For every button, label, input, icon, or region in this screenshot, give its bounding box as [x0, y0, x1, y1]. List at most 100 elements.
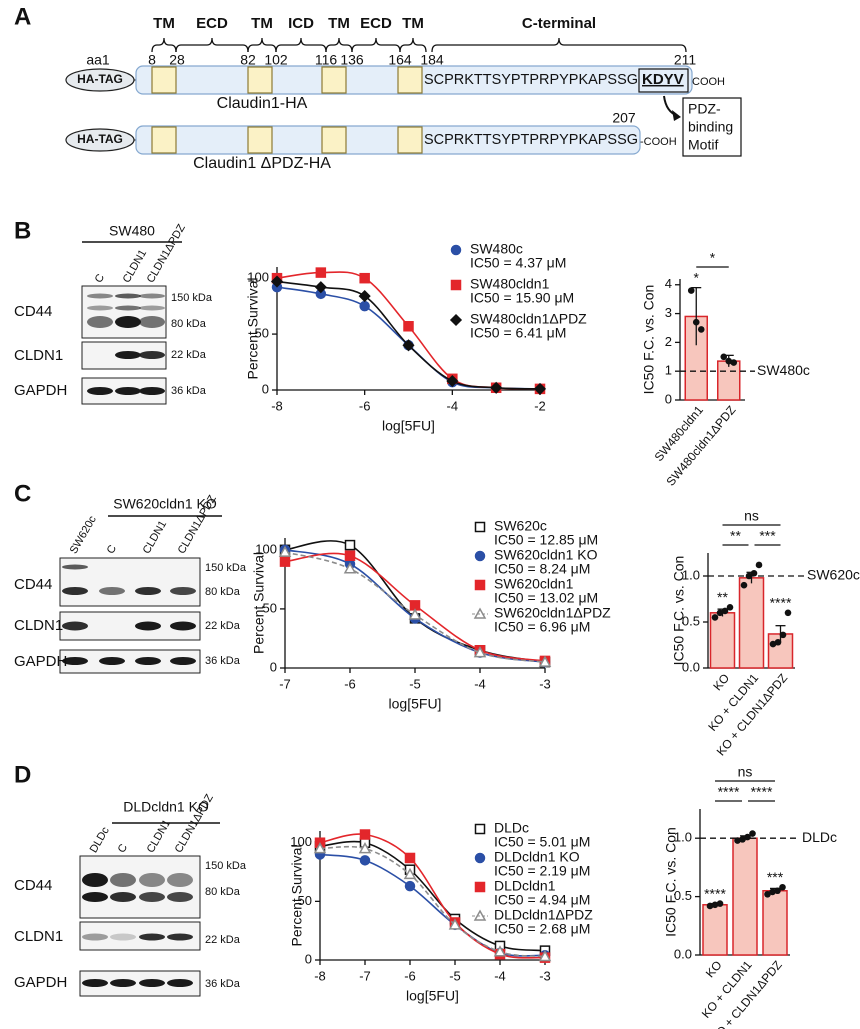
x-tick-label: -4: [494, 968, 506, 983]
data-point: [730, 359, 738, 366]
tag-label: HA-TAG: [77, 72, 123, 86]
kda-marker: 36 kDa: [171, 385, 207, 397]
residue-number: aa1: [86, 52, 110, 68]
bracket-label: ***: [759, 528, 776, 544]
tm-box: [247, 126, 273, 154]
legend-ic50: IC50 = 4.37 μM: [470, 255, 566, 271]
x-tick-label: KO: [710, 671, 732, 693]
legend-label: DLDc: [494, 820, 529, 836]
y-tick-label: 100: [247, 270, 269, 285]
y-tick-label: 0: [262, 381, 269, 396]
data-point: [711, 901, 719, 909]
data-point: [769, 640, 777, 648]
protein-label: GAPDH: [14, 382, 67, 399]
legend-label: SW620cldn1ΔPDZ: [494, 605, 611, 621]
brace: [175, 37, 249, 53]
tm-box: [321, 66, 347, 94]
motif-box: [638, 68, 689, 93]
legend-ic50: IC50 = 13.02 μM: [494, 590, 598, 606]
data-point: [734, 837, 741, 844]
marker: [493, 945, 507, 957]
brace: [351, 37, 401, 53]
band: [139, 305, 165, 311]
marker: [404, 852, 416, 864]
marker: [403, 867, 417, 880]
y-tick-label: 2: [665, 334, 672, 349]
blot-frame: [79, 855, 201, 919]
residue-number: 184: [420, 52, 444, 68]
lane-label: SW620c: [68, 514, 99, 556]
significance: **: [717, 589, 728, 605]
y-tick-label: 3: [665, 305, 672, 320]
y-tick-label: 0: [270, 659, 277, 674]
kda-marker: 80 kDa: [205, 886, 241, 898]
marker: [448, 918, 462, 930]
panel-label: A: [14, 3, 31, 30]
x-tick-label: -2: [534, 398, 546, 413]
legend-marker: [474, 823, 486, 835]
marker: [408, 608, 422, 620]
region-label: TM: [153, 15, 175, 32]
band: [110, 873, 136, 887]
band: [139, 979, 165, 987]
band: [139, 316, 165, 328]
band: [62, 621, 88, 631]
bar: [702, 904, 728, 956]
marker: [358, 842, 372, 854]
pdz-box: [682, 97, 742, 157]
bracket-label: **: [730, 528, 741, 544]
region-label: C-terminal: [522, 15, 596, 32]
marker: [358, 290, 371, 303]
reference-label: SW620c: [807, 567, 860, 583]
bar: [762, 890, 788, 956]
y-tick-label: 50: [298, 893, 312, 908]
c-terminus: -COOH: [640, 136, 677, 148]
data-point: [764, 890, 771, 898]
legend-marker: [450, 279, 462, 291]
tm-box: [247, 66, 273, 94]
tm-box: [151, 126, 177, 154]
bracket-label: *: [710, 250, 716, 266]
bracket-label: ****: [718, 784, 740, 800]
bracket-label: ns: [738, 764, 753, 780]
residue-number: 28: [169, 52, 185, 68]
region-label: TM: [328, 15, 350, 32]
data-point: [779, 883, 786, 891]
kda-marker: 36 kDa: [205, 655, 241, 667]
y-tick-label: 1.0: [682, 567, 700, 582]
band: [167, 979, 193, 987]
protein-label: CD44: [14, 303, 52, 320]
protein-label: GAPDH: [14, 653, 67, 670]
x-tick-label: -5: [449, 968, 461, 983]
kda-marker: 80 kDa: [171, 318, 207, 330]
band: [110, 892, 136, 902]
legend-ic50: IC50 = 5.01 μM: [494, 834, 590, 850]
marker: [314, 281, 327, 294]
lane-label: C: [93, 272, 107, 285]
kda-marker: 150 kDa: [205, 860, 247, 872]
pdz-label: Motif: [688, 137, 718, 153]
data-point: [750, 569, 758, 577]
band: [87, 305, 113, 311]
x-tick-label: KO: [703, 958, 725, 980]
significance: *: [694, 269, 700, 285]
data-point: [725, 357, 733, 365]
band: [99, 587, 125, 595]
bracket-label: ns: [744, 508, 759, 524]
data-point: [721, 607, 729, 615]
pdz-label: binding: [688, 119, 733, 135]
legend-label: SW620c: [494, 518, 547, 534]
blot-group: SW480: [109, 223, 155, 239]
lane-label: C: [116, 842, 130, 855]
y-tick-label: 50: [263, 600, 277, 615]
panel-label: B: [14, 217, 31, 244]
data-point: [697, 326, 705, 333]
x-axis-title: log[5FU]: [406, 988, 459, 1004]
marker: [343, 562, 357, 574]
data-point: [774, 887, 781, 895]
band: [110, 979, 136, 987]
legend-label: SW480c: [470, 241, 523, 257]
y-tick-label: 1: [665, 363, 672, 378]
band: [170, 657, 196, 665]
y-tick-label: 4: [665, 276, 672, 291]
